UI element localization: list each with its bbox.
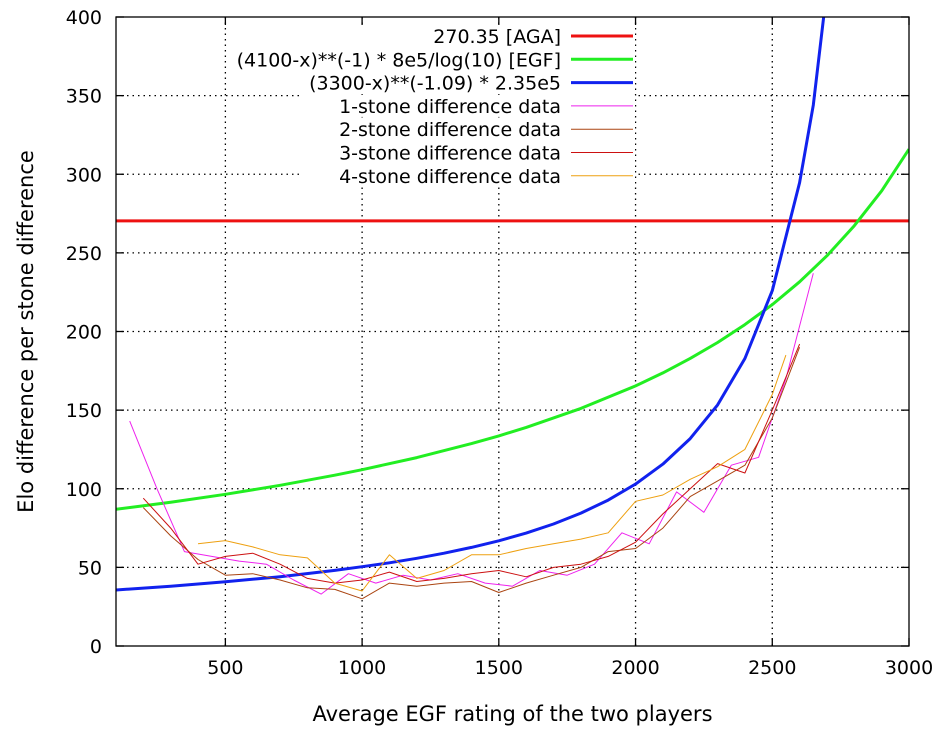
axes: 500 1000 1500 2000 2500 3000 0 50 100 150 200 250 30…: [66, 7, 933, 679]
x-tick-label: 1000: [338, 657, 386, 679]
series-line-5: [142, 347, 801, 600]
legend: 270.35 [AGA](4100-x)**(-1) * 8e5/log(10)…: [237, 25, 635, 188]
y-tick-label: 50: [78, 557, 102, 579]
legend-label-5: 2-stone difference data: [339, 119, 561, 141]
legend-label-1: 270.35 [AGA]: [433, 26, 561, 48]
y-axis-title: Elo difference per stone difference: [14, 150, 38, 513]
y-tick-label: 400: [66, 7, 102, 29]
legend-label-7: 4-stone difference data: [339, 166, 561, 188]
y-tick-label: 200: [66, 322, 102, 344]
x-tick-label: 2000: [611, 657, 659, 679]
x-tick-label: 2500: [748, 657, 796, 679]
y-tick-label: 150: [66, 400, 102, 422]
series-line-2: [116, 148, 909, 511]
legend-background: [300, 25, 635, 47]
series-line-6: [142, 343, 801, 584]
legend-background: [300, 71, 635, 94]
legend-label-6: 3-stone difference data: [339, 143, 561, 165]
series-layer: [116, 17, 909, 600]
series-line-3: [116, 17, 826, 592]
legend-label-2: (4100-x)**(-1) * 8e5/log(10) [EGF]: [237, 49, 561, 71]
y-tick-label: 0: [90, 636, 102, 658]
series-line-7: [197, 354, 787, 592]
x-tick-label: 500: [207, 657, 243, 679]
legend-label-3: (3300-x)**(-1.09) * 2.35e5: [309, 73, 561, 95]
y-tick-label: 100: [66, 479, 102, 501]
x-tick-label: 3000: [885, 657, 933, 679]
legend-background: [300, 94, 635, 117]
legend-background: [300, 164, 635, 187]
series-line-4: [129, 273, 814, 595]
y-tick-label: 350: [66, 86, 102, 108]
legend-label-4: 1-stone difference data: [339, 96, 561, 118]
x-axis-title: Average EGF rating of the two players: [312, 702, 712, 726]
y-tick-label: 250: [66, 243, 102, 265]
y-tick-label: 300: [66, 164, 102, 186]
legend-background: [300, 118, 635, 141]
legend-background: [300, 48, 635, 71]
x-tick-label: 1500: [475, 657, 523, 679]
legend-background: [300, 141, 635, 164]
